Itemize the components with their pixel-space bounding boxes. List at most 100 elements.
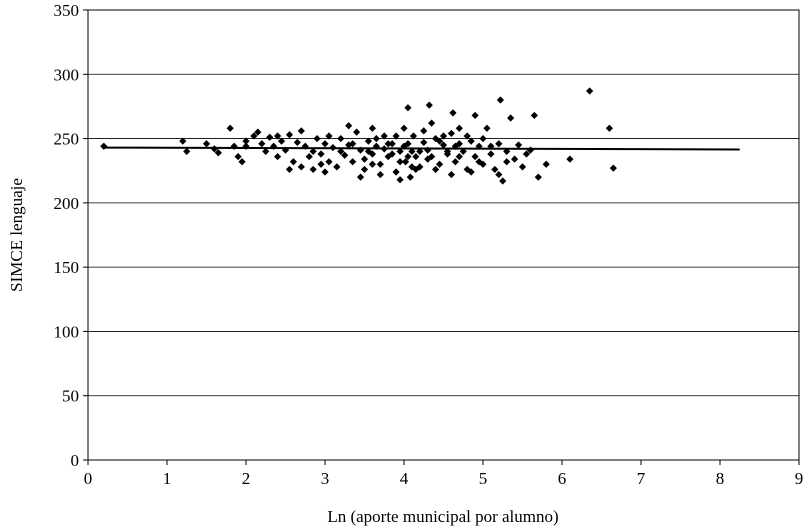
data-point bbox=[467, 137, 475, 145]
data-point bbox=[408, 147, 416, 156]
data-point bbox=[406, 173, 414, 181]
y-tick-label: 300 bbox=[54, 65, 80, 84]
data-point bbox=[507, 114, 515, 122]
data-point bbox=[356, 173, 365, 181]
data-point bbox=[408, 163, 416, 171]
x-tick-label: 3 bbox=[321, 469, 330, 488]
data-point bbox=[274, 152, 282, 161]
data-point bbox=[479, 134, 487, 143]
data-point bbox=[380, 132, 388, 140]
data-point bbox=[270, 142, 278, 150]
data-point bbox=[503, 158, 511, 166]
data-point bbox=[412, 152, 420, 161]
data-point bbox=[333, 163, 341, 171]
data-point bbox=[425, 101, 433, 109]
data-point bbox=[360, 155, 369, 163]
data-point bbox=[432, 134, 440, 143]
data-point bbox=[376, 170, 384, 179]
data-point bbox=[487, 150, 495, 158]
data-point bbox=[353, 128, 361, 136]
data-point bbox=[337, 147, 345, 156]
data-point bbox=[495, 170, 503, 179]
data-point bbox=[388, 150, 396, 158]
data-point bbox=[496, 96, 504, 104]
data-point bbox=[313, 134, 321, 143]
data-point bbox=[424, 155, 432, 163]
data-point bbox=[511, 155, 519, 163]
data-point bbox=[254, 128, 262, 136]
data-point bbox=[214, 149, 222, 157]
data-point bbox=[364, 137, 373, 145]
data-point bbox=[277, 137, 286, 145]
data-point bbox=[226, 124, 234, 132]
data-point bbox=[467, 168, 475, 176]
y-axis-label: SIMCE lenguaje bbox=[7, 178, 26, 292]
data-point bbox=[439, 132, 448, 140]
data-point bbox=[400, 124, 408, 132]
y-axis-ticks: 0 50 100 150 200 250 300 350 bbox=[54, 1, 88, 470]
data-point bbox=[432, 165, 440, 174]
data-point bbox=[242, 137, 250, 145]
data-point bbox=[285, 131, 294, 139]
gridlines bbox=[88, 73, 799, 397]
data-point bbox=[404, 104, 412, 112]
data-point bbox=[449, 109, 457, 117]
data-point bbox=[404, 140, 412, 148]
y-tick-label: 200 bbox=[54, 194, 80, 213]
data-point bbox=[428, 152, 436, 161]
data-point bbox=[384, 140, 392, 148]
data-point bbox=[514, 141, 523, 149]
data-point bbox=[345, 122, 353, 130]
data-point bbox=[368, 150, 376, 158]
data-point bbox=[372, 142, 380, 150]
data-point bbox=[183, 147, 191, 156]
data-point bbox=[321, 168, 329, 176]
data-point bbox=[349, 140, 357, 148]
data-points bbox=[100, 87, 617, 185]
data-point bbox=[455, 152, 463, 161]
data-point bbox=[258, 140, 266, 148]
data-point bbox=[609, 164, 617, 172]
data-point bbox=[349, 158, 357, 166]
data-point bbox=[368, 124, 376, 132]
data-point bbox=[396, 176, 404, 184]
x-tick-label: 2 bbox=[242, 469, 251, 488]
data-point bbox=[495, 140, 503, 148]
x-axis-label: Ln (aporte municipal por alumno) bbox=[327, 507, 558, 526]
data-point bbox=[420, 127, 428, 135]
plot-area-frame bbox=[87, 9, 800, 461]
data-point bbox=[566, 155, 574, 163]
data-point bbox=[341, 151, 349, 159]
y-tick-label: 250 bbox=[54, 130, 80, 149]
data-point bbox=[483, 124, 491, 132]
data-point bbox=[447, 170, 455, 179]
data-point bbox=[530, 111, 538, 120]
data-point bbox=[368, 160, 376, 168]
y-tick-label: 50 bbox=[62, 387, 79, 406]
y-tick-label: 100 bbox=[54, 322, 80, 341]
data-point bbox=[250, 132, 258, 140]
data-point bbox=[409, 132, 418, 140]
y-tick-label: 350 bbox=[54, 1, 80, 20]
data-point bbox=[428, 119, 436, 127]
data-point bbox=[404, 152, 412, 161]
y-tick-label: 150 bbox=[54, 258, 80, 277]
data-point bbox=[100, 142, 108, 150]
data-point bbox=[360, 165, 369, 174]
data-point bbox=[542, 160, 550, 168]
data-point bbox=[396, 158, 404, 166]
x-tick-label: 9 bbox=[795, 469, 804, 488]
data-point bbox=[266, 133, 274, 141]
data-point bbox=[412, 165, 420, 174]
data-point bbox=[439, 141, 448, 149]
data-point bbox=[522, 150, 531, 158]
x-tick-label: 4 bbox=[400, 469, 409, 488]
data-point bbox=[491, 165, 499, 174]
data-point bbox=[451, 158, 459, 166]
data-point bbox=[297, 127, 305, 135]
data-point bbox=[605, 124, 613, 132]
data-point bbox=[388, 140, 396, 148]
data-point bbox=[179, 137, 187, 145]
data-point bbox=[274, 132, 282, 140]
